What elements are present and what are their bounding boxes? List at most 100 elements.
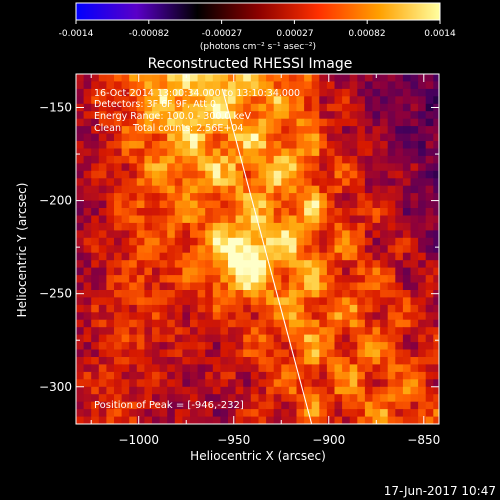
- heatmap-cell: [357, 141, 366, 150]
- heatmap-cell: [311, 103, 320, 112]
- heatmap-cell: [319, 230, 328, 239]
- heatmap-cell: [311, 394, 320, 403]
- heatmap-cell: [304, 275, 313, 284]
- heatmap-cell: [304, 133, 313, 142]
- heatmap-cell: [433, 327, 439, 336]
- heatmap-cell: [433, 237, 439, 246]
- heatmap-cell: [106, 327, 115, 336]
- heatmap-cell: [228, 297, 237, 306]
- heatmap-cell: [319, 252, 328, 261]
- heatmap-cell: [433, 133, 439, 142]
- heatmap-cell: [402, 252, 412, 261]
- heatmap-cell: [98, 155, 107, 164]
- heatmap-cell: [304, 237, 313, 246]
- heatmap-cell: [190, 379, 199, 388]
- heatmap-cell: [387, 319, 396, 328]
- heatmap-cell: [121, 394, 130, 403]
- heatmap-cell: [296, 282, 305, 291]
- heatmap-cell: [258, 394, 267, 403]
- heatmap-cell: [364, 245, 374, 254]
- heatmap-cell: [129, 163, 138, 172]
- heatmap-cell: [402, 237, 412, 246]
- heatmap-cell: [402, 170, 412, 179]
- heatmap-cell: [197, 319, 206, 328]
- heatmap-cell: [357, 312, 366, 321]
- heatmap-cell: [380, 170, 389, 179]
- heatmap-cell: [288, 118, 298, 127]
- heatmap-cell: [174, 364, 183, 373]
- heatmap-cell: [311, 178, 320, 187]
- heatmap-cell: [372, 155, 381, 164]
- heatmap-cell: [387, 282, 396, 291]
- heatmap-cell: [174, 133, 183, 142]
- heatmap-cell: [342, 327, 351, 336]
- heatmap-cell: [364, 275, 374, 284]
- heatmap-cell: [433, 275, 439, 284]
- heatmap-cell: [228, 163, 237, 172]
- heatmap-cell: [159, 88, 168, 97]
- heatmap-cell: [357, 409, 366, 418]
- heatmap-cell: [364, 319, 374, 328]
- heatmap-cell: [380, 401, 389, 410]
- heatmap-cell: [167, 148, 176, 157]
- heatmap-cell: [364, 185, 374, 194]
- heatmap-cell: [410, 88, 419, 97]
- heatmap-cell: [387, 304, 396, 313]
- heatmap-cell: [250, 148, 259, 157]
- heatmap-cell: [349, 170, 358, 179]
- heatmap-cell: [364, 237, 374, 246]
- heatmap-cell: [167, 96, 176, 105]
- heatmap-cell: [304, 379, 313, 388]
- heatmap-cell: [91, 126, 100, 135]
- heatmap-cell: [167, 230, 176, 239]
- heatmap-cell: [387, 133, 396, 142]
- heatmap-cell: [395, 118, 404, 127]
- heatmap-cell: [235, 379, 244, 388]
- heatmap-cell: [326, 416, 336, 424]
- heatmap-cell: [182, 267, 191, 276]
- heatmap-cell: [342, 371, 351, 380]
- heatmap-cell: [288, 275, 298, 284]
- heatmap-cell: [418, 230, 427, 239]
- heatmap-cell: [296, 364, 305, 373]
- heatmap-cell: [152, 386, 161, 395]
- heatmap-cell: [296, 163, 305, 172]
- heatmap-cell: [83, 401, 92, 410]
- heatmap-cell: [326, 282, 336, 291]
- heatmap-cell: [364, 252, 374, 261]
- heatmap-cell: [395, 148, 404, 157]
- heatmap-cell: [281, 118, 290, 127]
- heatmap-cell: [174, 208, 183, 217]
- heatmap-cell: [250, 364, 259, 373]
- heatmap-cell: [220, 304, 229, 313]
- heatmap-cell: [288, 267, 298, 276]
- heatmap-cell: [402, 185, 412, 194]
- heatmap-cell: [372, 74, 381, 83]
- heatmap-cell: [402, 103, 412, 112]
- heatmap-cell: [235, 334, 244, 343]
- heatmap-cell: [212, 178, 221, 187]
- heatmap-cell: [114, 416, 123, 424]
- heatmap-cell: [220, 178, 229, 187]
- heatmap-cell: [349, 252, 358, 261]
- heatmap-cell: [197, 170, 206, 179]
- heatmap-cell: [326, 334, 336, 343]
- heatmap-cell: [220, 118, 229, 127]
- heatmap-cell: [311, 111, 320, 120]
- annotation-detectors: Detectors: 3F 6F 9F, Att 0: [94, 99, 216, 110]
- heatmap-cell: [212, 74, 221, 83]
- heatmap-cell: [243, 126, 252, 135]
- heatmap-cell: [266, 126, 275, 135]
- heatmap-cell: [357, 252, 366, 261]
- heatmap-cell: [220, 230, 229, 239]
- heatmap-cell: [98, 237, 107, 246]
- heatmap-cell: [296, 245, 305, 254]
- heatmap-cell: [266, 178, 275, 187]
- heatmap-cell: [243, 319, 252, 328]
- heatmap-cell: [167, 312, 176, 321]
- heatmap-cell: [349, 349, 358, 358]
- heatmap-cell: [212, 200, 221, 209]
- heatmap-cell: [258, 185, 267, 194]
- heatmap-cell: [212, 237, 221, 246]
- heatmap-cell: [121, 401, 130, 410]
